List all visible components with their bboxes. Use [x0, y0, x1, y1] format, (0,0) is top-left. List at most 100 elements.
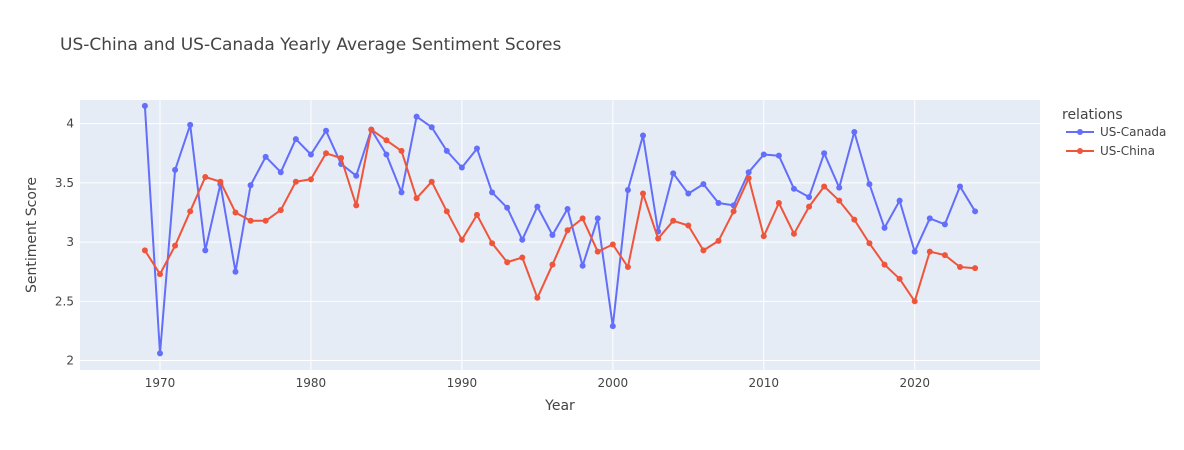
data-point-us-china[interactable] — [338, 155, 345, 162]
legend-label-us-canada[interactable]: US-Canada — [1100, 125, 1166, 139]
data-point-us-china[interactable] — [957, 263, 963, 270]
data-point-us-canada[interactable] — [972, 208, 979, 215]
data-point-us-china[interactable] — [896, 275, 903, 282]
data-point-us-china[interactable] — [579, 215, 586, 222]
data-point-us-china[interactable] — [534, 294, 541, 301]
data-point-us-china[interactable] — [353, 202, 360, 209]
data-point-us-canada[interactable] — [292, 136, 299, 143]
data-point-us-china[interactable] — [670, 217, 677, 224]
data-point-us-china[interactable] — [398, 147, 405, 154]
data-point-us-canada[interactable] — [851, 128, 858, 135]
data-point-us-canada[interactable] — [428, 124, 435, 131]
data-point-us-canada[interactable] — [564, 205, 571, 212]
data-point-us-china[interactable] — [202, 173, 209, 180]
data-point-us-china[interactable] — [715, 237, 722, 244]
data-point-us-canada[interactable] — [881, 224, 888, 231]
data-point-us-china[interactable] — [549, 261, 556, 268]
data-point-us-canada[interactable] — [458, 164, 465, 171]
data-point-us-canada[interactable] — [519, 236, 526, 243]
data-point-us-canada[interactable] — [745, 169, 752, 176]
data-point-us-china[interactable] — [217, 178, 224, 185]
data-point-us-china[interactable] — [941, 252, 948, 259]
data-point-us-canada[interactable] — [157, 350, 163, 357]
data-point-us-china[interactable] — [172, 242, 179, 249]
data-point-us-china[interactable] — [760, 233, 767, 240]
data-point-us-canada[interactable] — [232, 268, 239, 275]
data-point-us-canada[interactable] — [398, 189, 405, 196]
data-point-us-canada[interactable] — [141, 102, 148, 109]
data-point-us-china[interactable] — [473, 211, 480, 218]
data-point-us-canada[interactable] — [172, 166, 179, 173]
data-point-us-china[interactable] — [157, 271, 163, 278]
data-point-us-china[interactable] — [881, 261, 888, 268]
data-point-us-canada[interactable] — [715, 200, 722, 207]
series-line-us-china[interactable] — [144, 128, 976, 303]
data-point-us-china[interactable] — [292, 178, 299, 185]
data-point-us-china[interactable] — [262, 217, 269, 224]
data-point-us-canada[interactable] — [594, 215, 601, 222]
data-point-us-china[interactable] — [655, 235, 662, 242]
legend-marker-us-china[interactable] — [1077, 148, 1083, 154]
data-point-us-canada[interactable] — [624, 187, 631, 193]
data-point-us-china[interactable] — [790, 230, 797, 237]
data-point-us-china[interactable] — [489, 240, 496, 247]
data-point-us-china[interactable] — [383, 137, 390, 144]
data-point-us-canada[interactable] — [790, 185, 797, 192]
data-point-us-china[interactable] — [247, 217, 254, 224]
data-point-us-canada[interactable] — [775, 152, 782, 159]
data-point-us-canada[interactable] — [473, 145, 480, 152]
data-point-us-china[interactable] — [866, 240, 873, 247]
data-point-us-china[interactable] — [232, 209, 239, 216]
data-point-us-china[interactable] — [775, 200, 782, 207]
data-point-us-china[interactable] — [368, 126, 375, 133]
data-point-us-canada[interactable] — [941, 221, 948, 228]
data-point-us-canada[interactable] — [443, 147, 450, 154]
data-point-us-canada[interactable] — [821, 150, 828, 157]
data-point-us-canada[interactable] — [670, 170, 677, 177]
data-point-us-china[interactable] — [594, 248, 601, 255]
data-point-us-china[interactable] — [277, 207, 284, 214]
data-point-us-canada[interactable] — [262, 153, 269, 160]
data-point-us-china[interactable] — [972, 265, 979, 272]
data-point-us-china[interactable] — [307, 176, 314, 183]
data-point-us-canada[interactable] — [926, 215, 933, 222]
data-point-us-canada[interactable] — [806, 194, 813, 201]
data-point-us-canada[interactable] — [579, 262, 586, 269]
data-point-us-canada[interactable] — [957, 183, 963, 190]
data-point-us-china[interactable] — [685, 222, 692, 229]
data-point-us-canada[interactable] — [307, 151, 314, 158]
data-point-us-china[interactable] — [458, 236, 465, 243]
data-point-us-china[interactable] — [428, 178, 435, 185]
data-point-us-china[interactable] — [187, 208, 194, 215]
data-point-us-canada[interactable] — [202, 247, 209, 254]
data-point-us-china[interactable] — [443, 208, 450, 215]
legend[interactable]: relations US-Canada US-China — [1062, 107, 1166, 158]
data-point-us-china[interactable] — [926, 248, 933, 255]
data-point-us-china[interactable] — [821, 183, 828, 190]
data-point-us-canada[interactable] — [383, 151, 390, 158]
plot-area[interactable]: 1970 1980 1990 2000 2010 2020 2 2.5 3 3.5 4 — [55, 100, 1040, 390]
data-point-us-china[interactable] — [851, 216, 858, 223]
data-point-us-canada[interactable] — [277, 169, 284, 176]
series-line-us-canada[interactable] — [143, 105, 976, 355]
data-point-us-canada[interactable] — [866, 181, 873, 188]
data-point-us-canada[interactable] — [413, 113, 420, 120]
data-point-us-canada[interactable] — [187, 121, 194, 128]
data-point-us-china[interactable] — [413, 195, 420, 202]
data-point-us-canada[interactable] — [911, 248, 918, 255]
data-point-us-china[interactable] — [323, 150, 330, 157]
data-point-us-china[interactable] — [911, 298, 918, 305]
data-point-us-china[interactable] — [730, 208, 737, 215]
data-point-us-canada[interactable] — [609, 323, 616, 330]
data-point-us-china[interactable] — [640, 190, 647, 197]
data-point-us-canada[interactable] — [760, 151, 767, 158]
data-point-us-canada[interactable] — [247, 182, 254, 189]
data-point-us-china[interactable] — [624, 263, 631, 270]
legend-marker-us-canada[interactable] — [1077, 129, 1083, 135]
data-point-us-china[interactable] — [836, 197, 843, 204]
data-point-us-china[interactable] — [609, 241, 616, 248]
data-point-us-china[interactable] — [745, 175, 752, 182]
data-point-us-canada[interactable] — [353, 172, 360, 179]
data-point-us-china[interactable] — [806, 203, 813, 210]
data-point-us-canada[interactable] — [323, 127, 330, 134]
